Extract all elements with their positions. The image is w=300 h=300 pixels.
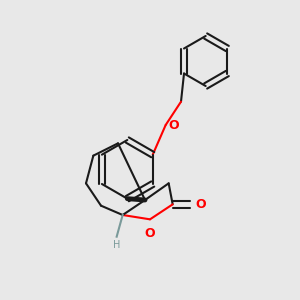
Text: O: O: [168, 118, 179, 131]
Text: H: H: [113, 240, 120, 250]
Text: O: O: [195, 198, 206, 211]
Text: O: O: [145, 227, 155, 240]
